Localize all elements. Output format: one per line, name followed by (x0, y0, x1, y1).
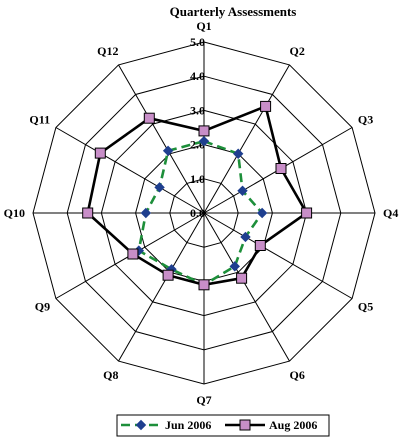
series-marker (162, 269, 174, 281)
series-marker (256, 207, 268, 219)
category-label: Q4 (383, 206, 398, 220)
category-label: Q3 (358, 113, 373, 127)
legend-label: Jun 2006 (165, 418, 211, 432)
category-label: Q2 (290, 44, 305, 58)
series-marker (140, 207, 152, 219)
series-layer (82, 100, 313, 291)
grid-spoke (118, 64, 205, 214)
category-label: Q10 (4, 206, 25, 220)
series-marker (229, 261, 240, 272)
series-marker (232, 148, 244, 159)
legend-box (116, 414, 330, 437)
grid-spoke (203, 212, 290, 362)
series-marker (275, 163, 287, 174)
series-marker (254, 240, 266, 251)
series-marker (239, 419, 251, 431)
category-label: Q5 (358, 300, 373, 314)
legend-item: Jun 2006 (121, 418, 211, 432)
grid-spoke (55, 127, 205, 214)
category-label: Q1 (196, 19, 211, 33)
series-marker (198, 279, 210, 291)
tick-label: 0.0 (190, 206, 205, 220)
category-label: Q8 (103, 368, 118, 382)
grid-spoke (203, 212, 353, 299)
series-marker (240, 231, 251, 243)
tick-label: 3.0 (190, 103, 205, 117)
tick-label: 4.0 (190, 69, 205, 83)
series-aug-2006 (82, 100, 313, 291)
series-line (86, 104, 309, 287)
series-marker (82, 207, 94, 219)
category-label: Q6 (290, 368, 305, 382)
category-label: Q12 (97, 44, 118, 58)
series-marker (135, 419, 147, 431)
series-marker (260, 100, 272, 112)
series-marker (143, 112, 155, 124)
tick-label: 1.0 (190, 172, 205, 186)
grid-spoke (118, 212, 205, 362)
series-marker (198, 135, 210, 147)
series-marker (154, 182, 165, 193)
tick-label: 5.0 (190, 35, 205, 49)
category-label: Q9 (35, 300, 50, 314)
grid-spoke (203, 64, 290, 214)
category-label: Q11 (29, 113, 50, 127)
chart-title: Quarterly Assessments (170, 4, 297, 19)
series-marker (236, 272, 248, 284)
series-marker (237, 185, 248, 196)
legend: Jun 2006 Aug 2006 (116, 414, 330, 437)
series-marker (301, 207, 313, 219)
series-marker (94, 147, 106, 159)
legend-label: Aug 2006 (269, 418, 317, 432)
legend-item: Aug 2006 (225, 418, 317, 432)
category-labels: Q1 Q2 Q3 Q4 Q5 Q6 Q7 Q8 Q9 Q10 Q11 Q12 (4, 19, 399, 407)
series-marker (127, 248, 139, 260)
series-marker (162, 145, 174, 157)
series-marker (198, 125, 210, 137)
category-label: Q7 (196, 393, 211, 407)
